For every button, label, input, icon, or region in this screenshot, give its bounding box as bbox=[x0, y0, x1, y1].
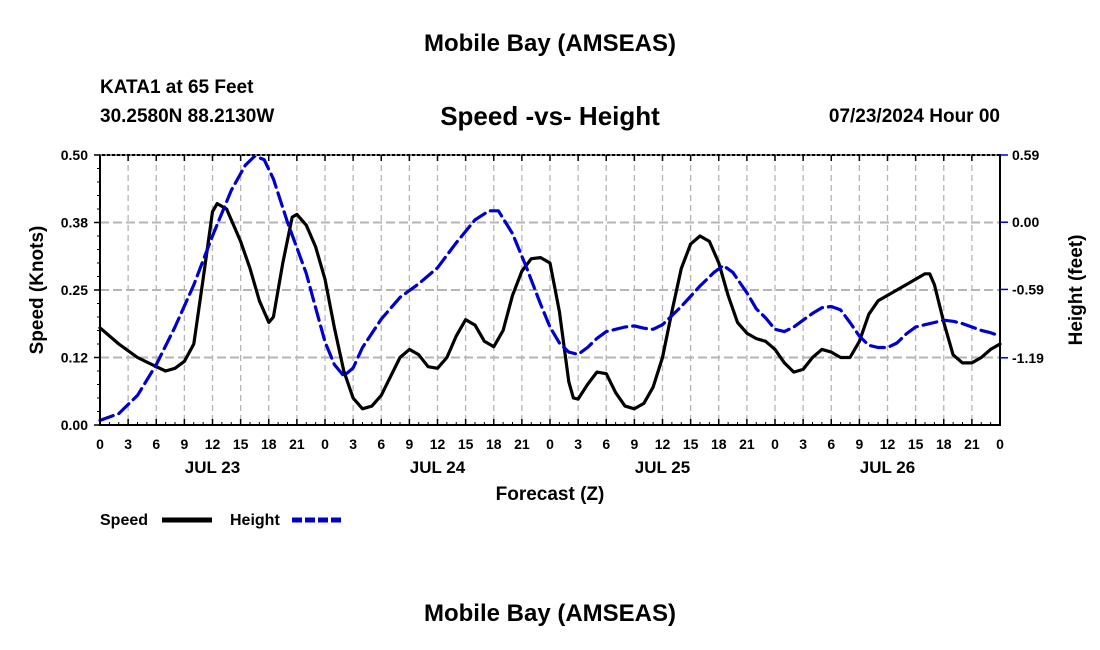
grid bbox=[100, 155, 1000, 425]
x-tick-label: 0 bbox=[771, 436, 779, 452]
series-line-height bbox=[98, 154, 1002, 422]
x-tick-label: 18 bbox=[261, 436, 277, 452]
chart-subtitle: Speed -vs- Height bbox=[440, 101, 660, 131]
coordinates-label: 30.2580N 88.2130W bbox=[100, 106, 275, 127]
x-tick-label: 3 bbox=[574, 436, 582, 452]
x-tick-label: 6 bbox=[827, 436, 835, 452]
x-tick-label: 9 bbox=[630, 436, 638, 452]
day-label: JUL 24 bbox=[410, 458, 466, 477]
x-tick-label: 15 bbox=[683, 436, 699, 452]
y-tick-label: 0.12 bbox=[61, 350, 88, 366]
day-label: JUL 23 bbox=[185, 458, 240, 477]
x-tick-label: 6 bbox=[377, 436, 385, 452]
x-tick-label: 0 bbox=[96, 436, 104, 452]
x-tick-label: 15 bbox=[458, 436, 474, 452]
x-tick-label: 0 bbox=[996, 436, 1004, 452]
main-title: Mobile Bay (AMSEAS) bbox=[423, 30, 677, 57]
x-tick-label: 15 bbox=[233, 436, 249, 452]
x-tick-label: 21 bbox=[514, 436, 530, 452]
y2-tick-label: -0.59 bbox=[1012, 281, 1044, 297]
x-tick-label: 3 bbox=[799, 436, 807, 452]
x-tick-label: 3 bbox=[349, 436, 357, 452]
x-tick-label: 0 bbox=[321, 436, 329, 452]
y2-tick-label: -1.19 bbox=[1012, 350, 1044, 366]
bottom-title: Mobile Bay (AMSEAS) bbox=[423, 600, 677, 627]
day-label: JUL 25 bbox=[635, 458, 690, 477]
x-tick-label: 9 bbox=[180, 436, 188, 452]
y-axis-title: Speed (Knots) bbox=[27, 226, 48, 355]
y-tick-label: 0.25 bbox=[61, 282, 88, 298]
y-tick-label: 0.38 bbox=[61, 215, 88, 231]
x-tick-label: 18 bbox=[711, 436, 727, 452]
legend-speed-label: Speed bbox=[100, 512, 148, 529]
y-tick-label: 0.00 bbox=[61, 417, 88, 433]
x-tick-label: 0 bbox=[546, 436, 554, 452]
x-tick-label: 6 bbox=[602, 436, 610, 452]
day-label: JUL 26 bbox=[860, 458, 915, 477]
x-tick-label: 9 bbox=[405, 436, 413, 452]
x-tick-label: 9 bbox=[855, 436, 863, 452]
x-tick-label: 12 bbox=[430, 436, 446, 452]
x-tick-label: 21 bbox=[289, 436, 305, 452]
y2-axis-title: Height (feet) bbox=[1066, 235, 1087, 346]
series-layer bbox=[98, 154, 1002, 422]
x-tick-label: 12 bbox=[880, 436, 896, 452]
legend: Speed Height bbox=[100, 512, 342, 529]
series-line-speed bbox=[98, 202, 1002, 411]
x-tick-label: 18 bbox=[936, 436, 952, 452]
x-tick-label: 6 bbox=[152, 436, 160, 452]
axes: 0 3 6 9 12 15 18 21 0 3 6 9 12 15 18 21 0 3 6 9 12 15 18 21 0 3 6 9… bbox=[61, 147, 1044, 477]
legend-height-label: Height bbox=[230, 512, 280, 529]
x-tick-label: 18 bbox=[486, 436, 502, 452]
station-label: KATA1 at 65 Feet bbox=[100, 77, 254, 98]
x-tick-label: 12 bbox=[205, 436, 221, 452]
x-tick-label: 12 bbox=[655, 436, 671, 452]
x-tick-label: 3 bbox=[124, 436, 132, 452]
forecast-datetime: 07/23/2024 Hour 00 bbox=[828, 106, 1000, 127]
y2-tick-label: 0.59 bbox=[1012, 147, 1039, 163]
x-axis-title: Forecast (Z) bbox=[496, 484, 605, 505]
x-tick-label: 15 bbox=[908, 436, 924, 452]
x-tick-label: 21 bbox=[739, 436, 755, 452]
y2-tick-label: 0.00 bbox=[1012, 214, 1039, 230]
y-tick-label: 0.50 bbox=[61, 147, 88, 163]
x-tick-label: 21 bbox=[964, 436, 980, 452]
